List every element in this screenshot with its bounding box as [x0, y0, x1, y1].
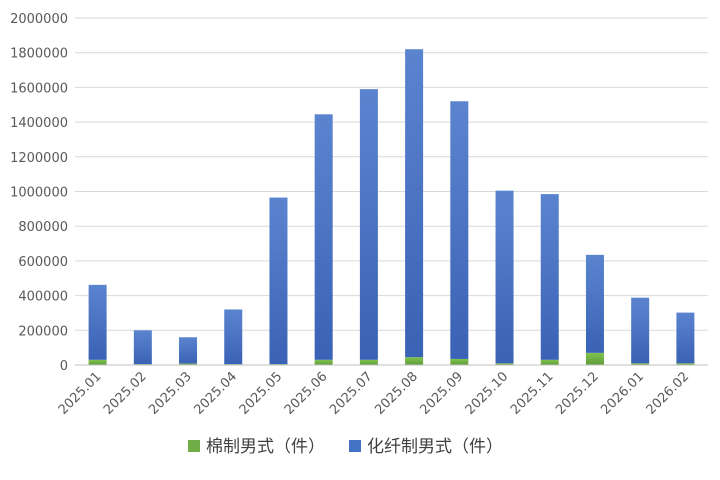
- bar-synthetic-2025-04: [224, 309, 243, 365]
- bar-synthetic-2025-03: [179, 337, 198, 364]
- x-tick-label: 2025.12: [553, 369, 602, 418]
- bar-cotton-2025-10: [495, 363, 514, 365]
- x-tick-label: 2025.07: [327, 369, 376, 418]
- x-tick-label: 2026.02: [644, 369, 693, 418]
- y-tick-label: 400000: [18, 290, 68, 305]
- x-tick-label: 2025.01: [56, 369, 105, 418]
- legend: 棉制男式（件） 化纤制男式（件）: [188, 437, 503, 457]
- bar-synthetic-2025-07: [359, 89, 378, 360]
- x-tick-label: 2026.01: [598, 369, 647, 418]
- bar-synthetic-2025-11: [540, 194, 559, 360]
- x-tick-label: 2025.06: [282, 369, 331, 418]
- y-tick-label: 1600000: [10, 81, 68, 96]
- x-tick-label: 2025.09: [418, 369, 467, 418]
- y-tick-label: 0: [60, 359, 68, 374]
- y-tick-label: 1400000: [10, 116, 68, 131]
- bar-cotton-2026-01: [631, 363, 650, 365]
- bar-cotton-2025-11: [540, 359, 559, 365]
- legend-swatch: [349, 440, 361, 452]
- bar-synthetic-2025-12: [585, 254, 604, 353]
- y-tick-label: 200000: [18, 324, 68, 339]
- bar-cotton-2025-08: [405, 357, 424, 365]
- legend-swatch: [188, 440, 200, 452]
- x-tick-label: 2025.03: [146, 369, 195, 418]
- bars: [88, 49, 695, 365]
- bar-synthetic-2025-09: [450, 101, 469, 359]
- legend-label: 棉制男式（件）: [206, 437, 325, 457]
- x-tick-label: 2025.05: [237, 369, 286, 418]
- bar-cotton-2025-07: [359, 359, 378, 365]
- x-tick-label: 2025.08: [372, 369, 421, 418]
- x-tick-label: 2025.10: [463, 369, 512, 418]
- bar-cotton-2025-06: [314, 359, 333, 365]
- bar-synthetic-2026-02: [676, 312, 695, 364]
- y-axis-ticks: 0 200000 400000 600000 800000 1000000 1200000 1…: [10, 12, 68, 374]
- bar-cotton-2025-01: [88, 359, 107, 365]
- bar-cotton-2025-03: [179, 363, 198, 365]
- bar-synthetic-2025-06: [314, 114, 333, 360]
- x-tick-label: 2025.02: [101, 369, 150, 418]
- y-tick-label: 2000000: [10, 12, 68, 27]
- x-tick-label: 2025.04: [191, 369, 240, 418]
- bar-cotton-2025-09: [450, 358, 469, 365]
- bar-synthetic-2025-05: [269, 197, 288, 365]
- y-tick-label: 600000: [18, 255, 68, 270]
- y-tick-label: 1200000: [10, 151, 68, 166]
- bar-synthetic-2026-01: [631, 297, 650, 364]
- y-tick-label: 1000000: [10, 186, 68, 201]
- x-axis-ticks: 2025.012025.022025.032025.042025.052025.…: [56, 369, 692, 418]
- legend-label: 化纤制男式（件）: [367, 437, 503, 457]
- bar-synthetic-2025-01: [88, 284, 107, 360]
- bar-synthetic-2025-08: [405, 49, 424, 358]
- y-tick-label: 800000: [18, 220, 68, 235]
- bar-cotton-2026-02: [676, 363, 695, 365]
- bar-synthetic-2025-02: [133, 330, 152, 365]
- gridlines: [75, 17, 708, 331]
- y-tick-label: 1800000: [10, 47, 68, 62]
- x-tick-label: 2025.11: [508, 369, 557, 418]
- bar-synthetic-2025-10: [495, 190, 514, 364]
- bar-cotton-2025-12: [585, 352, 604, 365]
